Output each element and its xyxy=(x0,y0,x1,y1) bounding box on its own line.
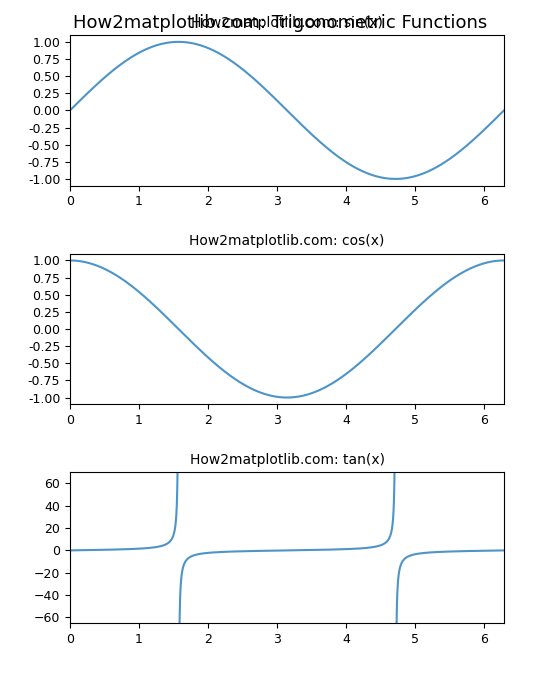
Title: How2matplotlib.com: tan(x): How2matplotlib.com: tan(x) xyxy=(189,453,385,467)
Text: How2matplotlib.com: Trigonometric Functions: How2matplotlib.com: Trigonometric Functi… xyxy=(73,14,487,32)
Title: How2matplotlib.com: sin(x): How2matplotlib.com: sin(x) xyxy=(191,15,383,29)
Title: How2matplotlib.com: cos(x): How2matplotlib.com: cos(x) xyxy=(189,234,385,248)
